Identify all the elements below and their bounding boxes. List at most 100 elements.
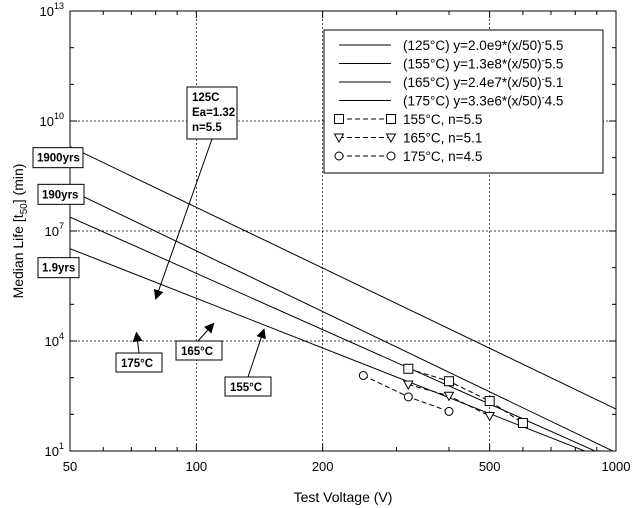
lifetime-label-box xyxy=(37,257,80,279)
legend-label-fit-2: (155°C) y=1.3e8*(x/50)-5.5 xyxy=(403,56,563,72)
y-tick-label: 101 xyxy=(45,441,64,459)
lifetime-labels: 1900yrs 190yrs 1.9yrs xyxy=(32,147,85,279)
legend-label-fit-1: (125°C) y=2.0e9*(x/50)-5.5 xyxy=(403,37,563,53)
x-tick-label: 200 xyxy=(312,459,334,474)
y-tick-base: 10 xyxy=(45,444,59,459)
legend-box xyxy=(323,29,604,174)
legend-text-exponent: - xyxy=(542,37,545,47)
legend-marker xyxy=(334,151,344,161)
lifetime-label-text: 1900yrs xyxy=(37,153,80,165)
data-point xyxy=(484,412,496,422)
legend-text-main: (125°C) y=2.0e9*(x/50) xyxy=(403,38,542,53)
legend-text-tail: 5.1 xyxy=(545,75,564,90)
data-point xyxy=(517,418,528,429)
y-tick-label: 1010 xyxy=(40,111,64,129)
y-tick-exponent: 1 xyxy=(59,441,64,451)
legend-marker xyxy=(334,114,344,124)
legend-text-exponent: - xyxy=(542,93,545,103)
annotation-arrow xyxy=(153,138,213,300)
legend-marker xyxy=(386,114,396,124)
x-axis-title: Test Voltage (V) xyxy=(294,489,393,505)
legend-text-tail: 4.5 xyxy=(545,94,564,109)
legend-label-series-3: 175°C, n=4.5 xyxy=(403,149,482,164)
legend-text-main: (165°C) y=2.4e7*(x/50) xyxy=(403,75,542,90)
annotation-box xyxy=(224,376,272,397)
legend-label-fit-4: (175°C) y=3.3e6*(x/50)-4.5 xyxy=(403,93,563,109)
data-point xyxy=(484,396,495,407)
legend-text-tail: 5.5 xyxy=(545,38,564,53)
lifetime-label-box xyxy=(37,183,85,205)
lifetime-label-text: 190yrs xyxy=(42,189,78,201)
y-tick-base: 10 xyxy=(45,334,59,349)
data-point xyxy=(443,391,455,402)
lifetime-label-box xyxy=(32,147,84,169)
series-3 xyxy=(358,370,454,416)
fit-line-2 xyxy=(70,189,614,451)
annotation-arrow xyxy=(132,331,143,354)
y-tick-exponent: 10 xyxy=(54,111,64,121)
y-title-subscript: 50 xyxy=(19,203,30,215)
y-tick-label: 1013 xyxy=(40,1,64,19)
data-point xyxy=(443,376,454,387)
series-1 xyxy=(403,363,528,429)
annotation-box xyxy=(186,86,238,140)
y-tick-exponent: 13 xyxy=(54,1,64,11)
annotation-text: 125C xyxy=(192,92,220,104)
y-tick-exponent: 4 xyxy=(59,331,64,341)
series-line-1 xyxy=(408,368,524,424)
annotations: 125C Ea=1.32 n=5.5 175°C 165°C 155°C xyxy=(115,86,272,397)
annotation-2: 175°C xyxy=(115,331,163,373)
fit-line-1 xyxy=(70,146,616,410)
y-tick-base: 10 xyxy=(40,4,54,19)
legend-marker xyxy=(385,133,397,144)
annotation-text: Ea=1.32 xyxy=(192,107,235,119)
data-point xyxy=(444,406,454,416)
annotation-text: 175°C xyxy=(121,358,153,370)
lifetime-label-1: 1900yrs xyxy=(32,147,84,169)
data-point xyxy=(403,363,414,374)
x-tick-label: 50 xyxy=(63,459,77,474)
legend-text-main: (155°C) y=1.3e8*(x/50) xyxy=(403,57,542,72)
lifetime-label-text: 1.9yrs xyxy=(42,263,75,275)
y-tick-base: 10 xyxy=(40,114,54,129)
y-tick-base: 10 xyxy=(45,224,59,239)
legend-text-main: (175°C) y=3.3e6*(x/50) xyxy=(403,94,542,109)
annotation-text: 165°C xyxy=(181,346,213,358)
y-tick-label: 107 xyxy=(45,221,64,239)
annotation-box xyxy=(115,352,163,373)
x-tick-label: 1000 xyxy=(602,459,631,474)
annotation-text: 155°C xyxy=(230,382,262,394)
data-point xyxy=(403,392,413,402)
y-title-end: ] (min) xyxy=(10,164,26,204)
annotation-3: 165°C xyxy=(175,322,223,361)
legend-text-exponent: - xyxy=(542,74,545,84)
legend-text-exponent: - xyxy=(542,56,545,66)
x-tick-label: 500 xyxy=(479,459,501,474)
series-2 xyxy=(402,380,496,422)
y-tick-label: 104 xyxy=(45,331,64,349)
annotation-arrow xyxy=(197,322,215,342)
lifetime-label-3: 1.9yrs xyxy=(37,257,80,279)
legend-label-series-1: 155°C, n=5.5 xyxy=(403,112,482,127)
legend-label-fit-3: (165°C) y=2.4e7*(x/50)-5.1 xyxy=(403,74,563,90)
annotation-box xyxy=(175,340,223,361)
annotation-arrow xyxy=(247,328,266,378)
x-tick-label: 100 xyxy=(185,459,207,474)
lifetime-label-2: 190yrs xyxy=(37,183,85,205)
legend-marker xyxy=(386,151,396,161)
y-axis-title: Median Life [t50] (min) xyxy=(10,164,30,299)
annotation-1: 125C Ea=1.32 n=5.5 xyxy=(153,86,238,300)
data-point xyxy=(402,380,414,391)
data-point xyxy=(358,370,368,380)
legend-label-series-2: 165°C, n=5.1 xyxy=(403,131,482,146)
data-series xyxy=(358,363,528,429)
legend: (125°C) y=2.0e9*(x/50)-5.5(155°C) y=1.3e… xyxy=(323,29,604,174)
legend-marker xyxy=(333,133,345,144)
legend-text-tail: 5.5 xyxy=(545,57,564,72)
annotation-text: n=5.5 xyxy=(192,122,222,134)
y-title-main: Median Life [t xyxy=(10,214,26,298)
annotation-4: 155°C xyxy=(224,328,272,397)
y-tick-exponent: 7 xyxy=(59,221,64,231)
